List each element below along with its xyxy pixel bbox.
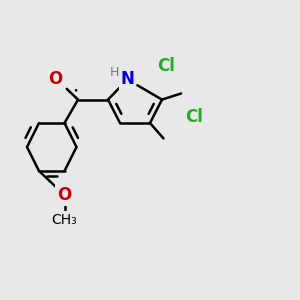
Text: O: O	[57, 186, 72, 204]
Text: Cl: Cl	[158, 57, 175, 75]
Text: Cl: Cl	[185, 108, 203, 126]
Text: N: N	[121, 70, 134, 88]
Text: O: O	[48, 70, 63, 88]
Text: H: H	[109, 65, 119, 79]
Text: CH₃: CH₃	[52, 213, 77, 226]
